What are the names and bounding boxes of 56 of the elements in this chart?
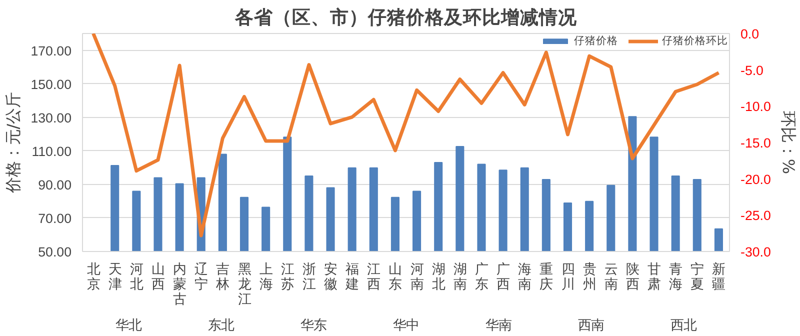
chart-title: 各省（区、市）仔猪价格及环比增减情况 (234, 6, 578, 28)
y2-axis-title: 环比：% (778, 110, 798, 174)
x-tick-label: 广东 (474, 262, 488, 292)
y2-tick-label: -30.0 (740, 244, 771, 260)
text: 西北 (670, 318, 696, 334)
y2-tick-label: -10.0 (740, 99, 771, 114)
x-tick-label: 海南 (518, 262, 532, 292)
x-tick-label: 山东 (388, 262, 402, 292)
y-tick-label: 150.00 (30, 76, 72, 92)
x-tick-label: 陕西 (626, 262, 639, 292)
x-tick-label: 江西 (367, 262, 380, 292)
y-tick-label: 70.00 (38, 210, 72, 226)
x-tick-label: 河北 (130, 262, 143, 292)
text: 华南 (485, 318, 512, 334)
text: 华中 (393, 318, 419, 334)
x-tick-label: 河南 (410, 262, 424, 292)
text: 华东 (300, 318, 327, 334)
x-tick-label: 吉林 (215, 262, 230, 292)
y-tick-label: 50.00 (38, 244, 72, 260)
x-tick-label: 贵州 (582, 262, 596, 292)
x-tick-label: 浙江 (302, 262, 316, 292)
x-tick-label: 宁夏 (690, 262, 704, 292)
text: 华北 (116, 318, 142, 334)
x-tick-label: 新疆 (712, 262, 726, 292)
x-tick-label: 重庆 (540, 262, 553, 292)
legend-label: 仔猪价格环比 (662, 34, 728, 48)
x-tick-label: 湖北 (432, 262, 445, 292)
y-tick-label: 170.00 (30, 43, 72, 58)
x-tick-label: 江苏 (280, 262, 294, 292)
x-tick-label: 天津 (108, 262, 122, 292)
x-tick-label: 四川 (561, 262, 574, 292)
x-tick-label: 黑龙江 (238, 262, 251, 308)
x-tick-label: 北京 (86, 262, 100, 292)
y-axis-title: 价格：元/公斤 (4, 92, 23, 194)
x-tick-label: 山西 (151, 262, 164, 292)
x-tick-label: 福建 (344, 262, 359, 292)
x-tick-label: 上海 (259, 262, 272, 292)
x-tick-label: 安徽 (324, 262, 338, 292)
y-tick-label: 110.00 (32, 144, 72, 159)
y2-tick-label: -20.0 (740, 172, 771, 187)
legend-label: 仔猪价格 (574, 34, 618, 48)
x-tick-label: 内蒙古 (173, 262, 186, 308)
y2-tick-label: -15.0 (740, 136, 771, 150)
x-tick-label: 辽宁 (194, 262, 208, 292)
y-tick-label: 130.00 (30, 110, 72, 126)
y2-tick-label: 0.0 (740, 26, 760, 42)
y2-tick-label: -5.0 (740, 62, 764, 78)
text: 西南 (578, 318, 604, 334)
x-tick-label: 湖南 (453, 262, 466, 292)
x-tick-label: 甘肃 (648, 262, 661, 292)
text: 东北 (208, 318, 234, 334)
x-tick-label: 广西 (496, 262, 510, 292)
x-tick-label: 云南 (604, 262, 618, 292)
y-tick-label: 90.00 (38, 177, 72, 192)
y2-tick-label: -25.0 (740, 208, 771, 224)
x-tick-label: 青海 (669, 262, 682, 292)
